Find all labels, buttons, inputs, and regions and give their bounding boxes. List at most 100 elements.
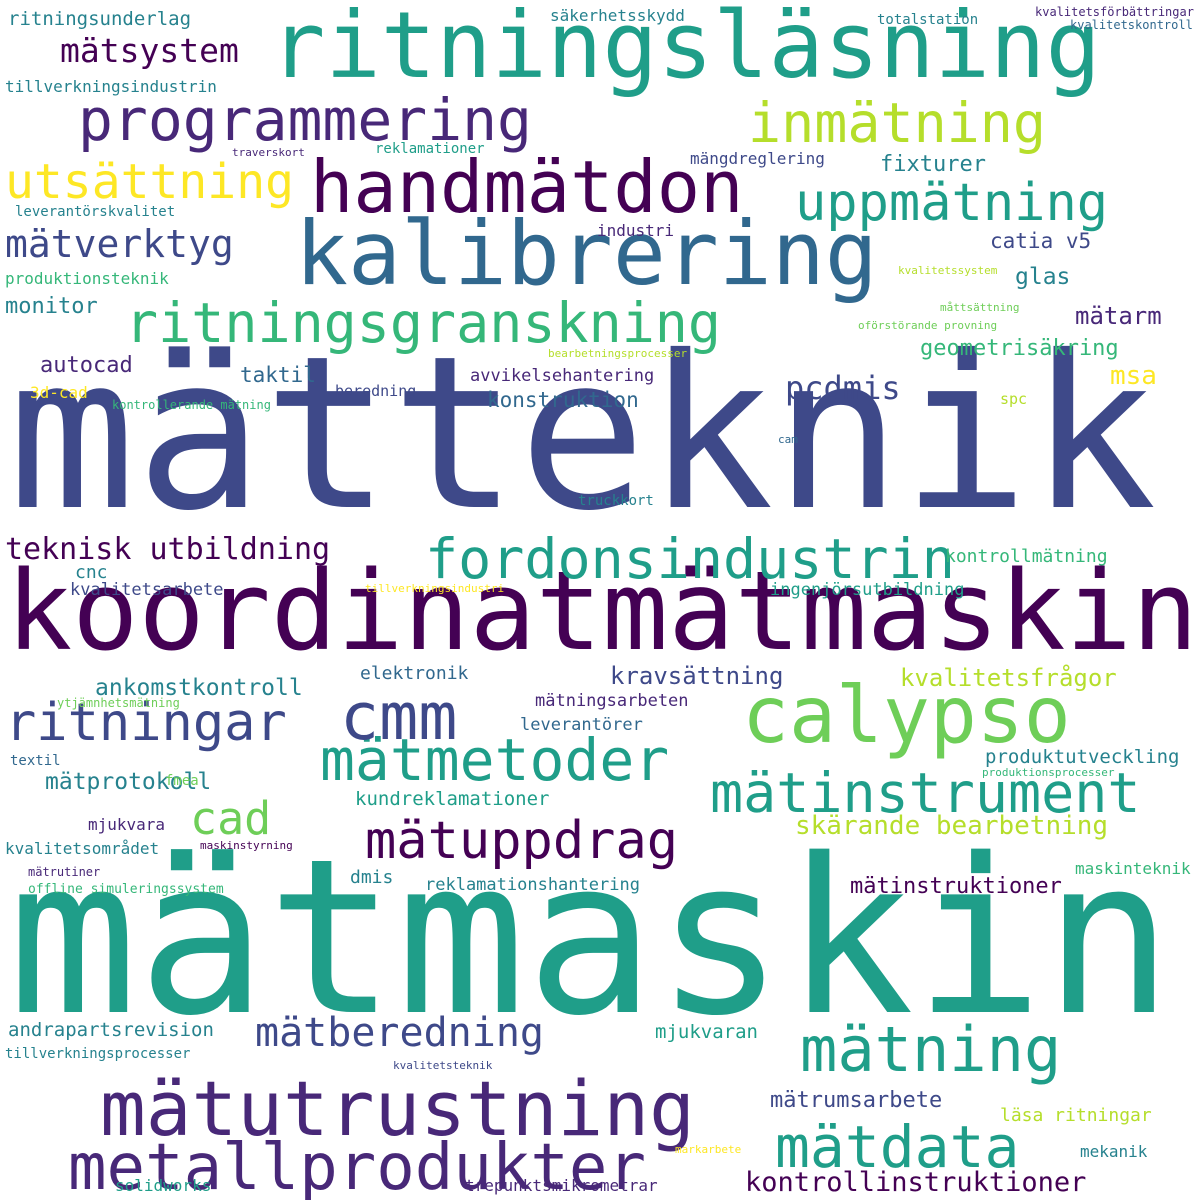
word-ingenjorsutbildning: ingenjörsutbildning [770,580,965,600]
word-leverantorskvalitet: leverantörskvalitet [15,204,176,220]
word-konstruktion: konstruktion [487,388,639,412]
word-kvalitetsteknik: kvalitetsteknik [393,1059,493,1072]
word-textil: textil [10,753,61,769]
word-matteknik: mätteknik [8,310,1157,557]
word-bearbetningsprocesser: bearbetningsprocesser [548,347,688,360]
word-teknisk-utbildning: teknisk utbildning [5,532,331,567]
word-matuppdrag: mätuppdrag [365,811,679,871]
word-tillverkningsindustri: tillverkningsindustri [365,582,505,595]
word-fmea: fmea [165,773,199,789]
word-elektronik: elektronik [360,663,469,684]
word-leverantorer: leverantörer [520,715,643,735]
word-fixturer: fixturer [880,152,986,177]
word-kvalitetsarbete: kvalitetsarbete [70,580,224,600]
word-kvalitetsfragor: kvalitetsfrågor [900,664,1117,692]
word-matning: mätning [800,1013,1062,1086]
word-mangdreglering: mängdreglering [690,149,825,168]
word-glas: glas [1015,264,1071,290]
word-kontrollerande-matning: kontrollerande mätning [112,398,271,412]
word-matrutiner: mätrutiner [28,865,101,879]
word-industri: industri [597,221,675,240]
word-metallprodukter: metallprodukter [68,1131,646,1200]
word-kundreklamationer: kundreklamationer [355,788,550,810]
word-matinstrument: mätinstrument [710,761,1141,825]
word-cmm: cmm [340,680,458,755]
word-utsattning: utsättning [5,154,294,210]
word-catia-v5: catia v5 [990,229,1092,253]
word-produktutveckling: produktutveckling [985,746,1180,768]
word-ankomstkontroll: ankomstkontroll [95,675,303,701]
word-mjukvara: mjukvara [88,815,166,834]
word-ytjamnhetsmatning: ytjämnhetsmätning [57,696,180,710]
word-inmatning: inmätning [748,91,1047,155]
word-fordonsindustrin: fordonsindustrin [425,527,955,591]
word-kontrollmatning: kontrollmätning [945,546,1108,567]
word-matarm: mätarm [1075,302,1162,330]
word-matprotokoll: mätprotokoll [45,769,212,795]
word-pcdmis: pcdmis [785,369,901,407]
word-matrumsarbete: mätrumsarbete [770,1088,943,1113]
word-avvikelsehantering: avvikelsehantering [470,366,655,386]
word-matdata: mätdata [775,1113,1020,1181]
word-ritningsgranskning: ritningsgranskning [125,291,722,355]
word-geometrisakring: geometrisäkring [920,336,1119,361]
word-solidworks: solidworks [115,1176,212,1195]
word-andrapartsrevision: andrapartsrevision [8,1019,214,1041]
word-traverskort: traverskort [232,146,305,159]
word-mattsattning: måttsättning [940,301,1020,314]
word-matsystem: mätsystem [60,31,239,70]
word-uppmatning: uppmätning [795,173,1109,233]
word-kvalitetskontroll: kvalitetskontroll [1070,18,1193,32]
word-matinstruktioner: mätinstruktioner [850,874,1062,899]
word-ritningsunderlag: ritningsunderlag [8,8,192,30]
word-matverktyg: mätverktyg [5,222,234,266]
word-cad: cad [190,792,272,845]
word-matmetoder: mätmetoder [320,726,670,794]
word-mjukvaran: mjukvaran [655,1021,758,1043]
word-koordinatmatmaskin: koordinatmätmaskin [6,547,1199,675]
word-skarande-bearbetning: skärande bearbetning [795,811,1109,841]
word-truckkort: truckkort [578,493,654,509]
word-tillverkningsindustrin: tillverkningsindustrin [5,77,217,96]
word-mekanik: mekanik [1080,1142,1148,1161]
word-3d-cad: 3d-cad [30,383,88,402]
word-taktil: taktil [240,363,316,387]
word-calypso: calypso [742,671,1071,761]
word-produktionsprocesser: produktionsprocesser [982,766,1115,779]
word-reklamationer: reklamationer [375,141,485,157]
word-produktionsteknik: produktionsteknik [5,269,169,288]
word-kvalitetsomradet: kvalitetsområdet [5,839,160,858]
word-msa: msa [1110,361,1157,391]
word-matmaskin: mätmaskin [8,812,1173,1063]
word-autocad: autocad [40,353,133,378]
word-dmis: dmis [350,867,394,888]
word-tillverkningsprocesser: tillverkningsprocesser [5,1046,191,1062]
word-cam: cam [778,433,798,446]
word-monitor: monitor [5,294,98,319]
word-kravsattning: kravsättning [610,662,784,690]
word-cnc: cnc [75,562,108,583]
word-oforstorande-provning: oförstörande provning [858,319,998,332]
word-sakerhetsskydd: säkerhetsskydd [550,6,685,25]
word-kontrollinstruktioner: kontrollinstruktioner [745,1167,1087,1198]
word-maskinteknik: maskinteknik [1075,859,1191,878]
word-offline-simuleringssystem: offline simuleringssystem [28,882,224,897]
word-beredning: beredning [335,382,417,400]
word-ritningslasning: ritningsläsning [270,0,1101,99]
word-matberedning: mätberedning [255,1010,544,1056]
word-totalstation: totalstation [877,12,979,28]
word-trepunktsmikrometrar: trepunktsmikrometrar [465,1176,658,1195]
word-programmering: programmering [78,86,532,154]
word-handmatdon: handmätdon [310,145,744,229]
word-kvalitetssystem: kvalitetssystem [898,264,998,277]
word-maskinstyrning: maskinstyrning [200,839,293,852]
word-markarbete: markarbete [675,1143,742,1156]
word-matutrustning: mätutrustning [100,1064,695,1153]
word-ritningar: ritningar [5,693,287,753]
word-kalibrering: kalibrering [295,202,878,305]
word-lasa-ritningar: läsa ritningar [1000,1105,1152,1126]
word-reklamationshantering: reklamationshantering [425,875,640,895]
word-kvalitetsforbattringar: kvalitetsförbättringar [1035,5,1194,19]
word-matningsarbeten: mätningsarbeten [535,691,689,711]
